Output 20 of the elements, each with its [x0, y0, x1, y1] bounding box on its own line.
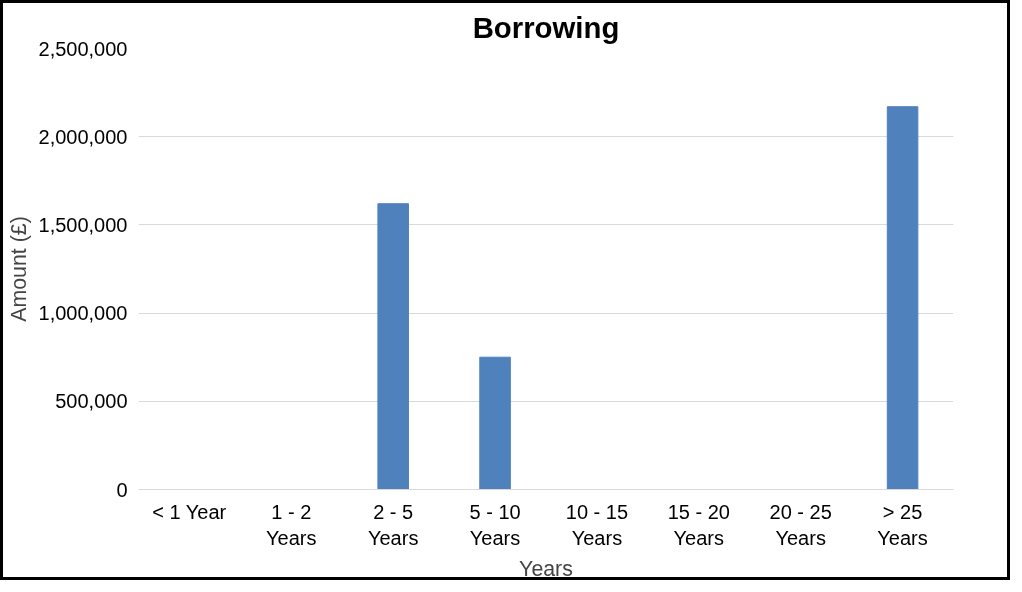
x-tick-label: > 25 Years: [877, 500, 928, 549]
x-tick-label: 10 - 15 Years: [565, 500, 629, 549]
bar: [479, 356, 511, 490]
bar: [377, 203, 409, 490]
y-tick-label: 500,000: [55, 390, 128, 413]
x-tick-label: 5 - 10 Years: [469, 500, 521, 549]
y-tick-label: 1,500,000: [38, 213, 128, 236]
x-tick-label: 2 - 5 Years: [367, 500, 419, 549]
x-axis-title: Years: [519, 556, 573, 581]
chart-title: Borrowing: [472, 10, 620, 44]
y-tick-label: 2,000,000: [38, 125, 128, 148]
x-tick-label: 1 - 2 Years: [266, 500, 317, 549]
y-tick-label: 2,500,000: [38, 37, 128, 60]
x-tick-label: 20 - 25 Years: [769, 500, 832, 549]
y-tick-label: 0: [116, 478, 128, 501]
y-tick-label: 1,000,000: [38, 302, 128, 325]
x-tick-label: 15 - 20 Years: [667, 500, 730, 549]
bar: [886, 106, 919, 490]
y-axis-title: Amount (£): [6, 216, 31, 322]
x-tick-label: < 1 Year: [152, 500, 227, 523]
